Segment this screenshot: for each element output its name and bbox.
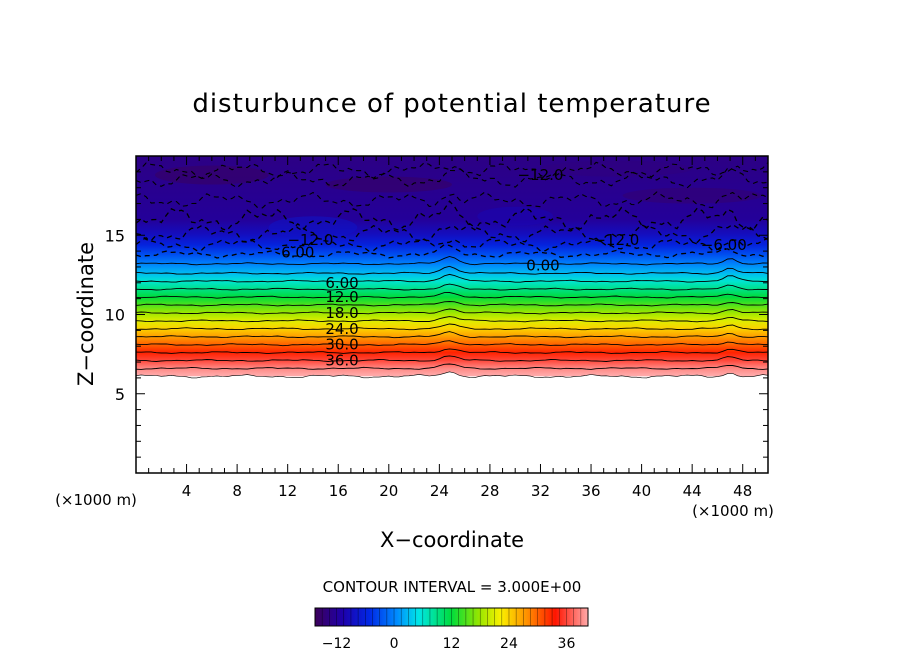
contour-label: 0.00: [526, 256, 559, 274]
x-tick-label: 36: [581, 482, 600, 500]
x-tick-label: 48: [733, 482, 752, 500]
contour-line: [136, 256, 768, 266]
colorbar-tick-label: 36: [558, 636, 576, 652]
contour-label: 36.0: [325, 351, 358, 369]
x-tick-label: 44: [683, 482, 702, 500]
chart-title: disturbunce of potential temperature: [192, 89, 711, 119]
contour-label: −6.00: [701, 236, 747, 254]
y-tick-label: 15: [105, 226, 125, 245]
contour-line-negative: [136, 243, 768, 259]
x-unit-left: (×1000 m): [55, 491, 137, 509]
contour-line: [136, 292, 768, 299]
x-tick-label: 20: [379, 482, 398, 500]
contour-line-negative: [136, 191, 768, 209]
field-empty-region: [136, 371, 768, 473]
colorbar: −12 0 12 24 36: [314, 607, 589, 652]
x-tick-label: 4: [182, 482, 192, 500]
contour-label: −12.0: [593, 231, 639, 249]
colorbar-frame: [314, 607, 589, 627]
colorbar-tick-label: 24: [500, 636, 518, 652]
contour-line: [136, 301, 768, 307]
contour-line-negative: [136, 237, 768, 252]
contour-line: [136, 265, 768, 275]
contour-label: −12.0: [517, 166, 563, 184]
colorbar-tick-label: 12: [443, 636, 461, 652]
field-patch: [540, 160, 693, 177]
y-axis-label: Z−coordinate: [74, 242, 98, 386]
contour-label: 24.0: [325, 320, 358, 338]
contour-line: [136, 316, 768, 323]
x-tick-label: 8: [232, 482, 242, 500]
contour-lines: [136, 161, 768, 379]
x-tick-label: 12: [278, 482, 297, 500]
field-fills: [136, 156, 768, 473]
contour-line: [136, 323, 768, 331]
field-patch: [325, 176, 452, 193]
contour-line-negative: [136, 161, 768, 179]
colorbar-tick-label: −12: [322, 636, 352, 652]
contour-label: −12.0: [287, 231, 333, 249]
contour-label: 6.00: [281, 244, 314, 262]
field-patch: [154, 165, 269, 185]
contour-line: [136, 340, 768, 347]
y-tick-label: 10: [105, 306, 125, 325]
contour-line: [136, 363, 768, 370]
field-patch: [622, 187, 762, 204]
contour-line: [136, 331, 768, 339]
colorbar-tick-label: 0: [390, 636, 399, 652]
x-axis-label: X−coordinate: [380, 528, 524, 552]
x-ticks: 4 8 12 16 20 24 28 32 36 40 44 48: [148, 156, 756, 500]
x-tick-label: 28: [480, 482, 499, 500]
y-ticks: 5 10 15: [105, 171, 768, 458]
contour-line: [136, 308, 768, 315]
x-unit-right: (×1000 m): [692, 502, 774, 520]
contour-line: [136, 355, 768, 362]
contour-line-negative: [136, 200, 768, 232]
contour-line: [136, 283, 768, 291]
contour-interval-text: CONTOUR INTERVAL = 3.000E+00: [323, 578, 582, 596]
contour-line: [136, 348, 768, 355]
x-tick-label: 32: [531, 482, 550, 500]
x-tick-label: 24: [430, 482, 449, 500]
contour-label: 30.0: [325, 336, 358, 354]
field-patch: [477, 206, 554, 226]
contour-label: 18.0: [325, 304, 358, 322]
x-tick-label: 40: [632, 482, 651, 500]
contour-line: [136, 273, 768, 283]
x-tick-label: 16: [329, 482, 348, 500]
y-tick-label: 5: [115, 385, 125, 404]
contour-line-negative: [136, 167, 768, 189]
contour-label: 12.0: [325, 288, 358, 306]
contour-label: 6.00: [325, 274, 358, 292]
contour-line: [136, 371, 768, 379]
